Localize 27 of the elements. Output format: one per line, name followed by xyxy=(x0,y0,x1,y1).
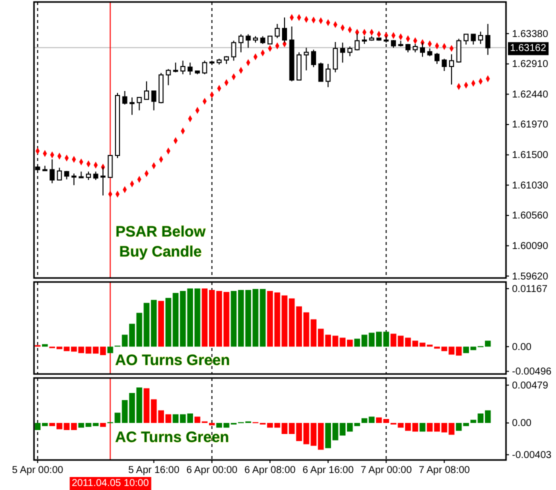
y-tick-label: -0.00496 xyxy=(512,366,552,378)
annotation: PSAR Below Buy Candle xyxy=(115,224,206,261)
y-tick-label: 1.59620 xyxy=(512,271,549,282)
y-tick-label: 1.62910 xyxy=(512,59,549,70)
annotation: AC Turns Green xyxy=(115,428,230,446)
ref-line-label: 2011.04.05 10:00 xyxy=(72,478,150,489)
annotation: AO Turns Green xyxy=(115,352,230,369)
x-tick-label: 6 Apr 00:00 xyxy=(186,465,238,476)
y-tick-label: -0.00403 xyxy=(512,450,552,461)
y-tick-label: 0.01167 xyxy=(512,284,548,295)
y-tick-label: 1.61500 xyxy=(512,150,549,162)
x-tick-label: 7 Apr 08:00 xyxy=(418,465,470,476)
x-tick-label: 6 Apr 16:00 xyxy=(302,465,354,476)
y-tick-label: 1.63380 xyxy=(512,28,549,40)
x-tick-label: 5 Apr 00:00 xyxy=(12,465,64,476)
x-tick-label: 6 Apr 08:00 xyxy=(244,465,296,476)
y-tick-label: 1.61030 xyxy=(512,180,549,192)
y-tick-label: 1.62440 xyxy=(512,89,549,100)
y-tick-label: 0.00479 xyxy=(512,380,549,392)
y-tick-label: 0.00 xyxy=(512,418,532,430)
y-tick-label: 1.61970 xyxy=(512,120,549,131)
x-tick-label: 5 Apr 16:00 xyxy=(128,465,180,476)
y-tick-label: 0.00 xyxy=(512,342,532,353)
x-tick-label: 7 Apr 00:00 xyxy=(360,465,412,476)
ref-line-label: 1.63162 xyxy=(510,43,547,54)
y-tick-label: 1.60090 xyxy=(512,240,549,252)
y-tick-label: 1.60560 xyxy=(512,210,549,222)
